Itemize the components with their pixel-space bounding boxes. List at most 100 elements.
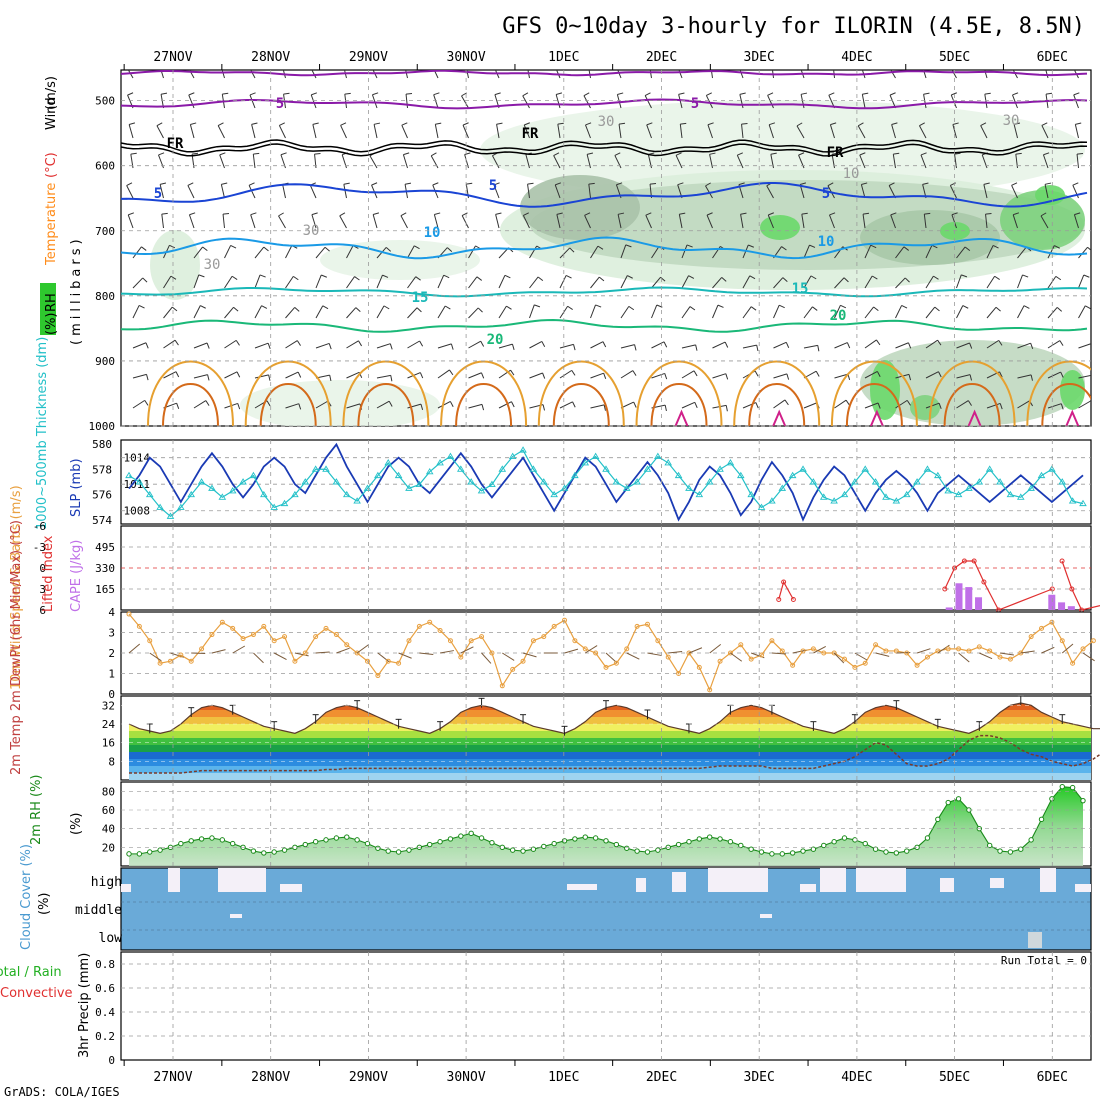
contour-darkorange-arch [259, 383, 317, 426]
cape-bar [965, 587, 973, 610]
rh-marker [447, 836, 454, 842]
wind-barb-flag [141, 246, 147, 251]
wind-barb [986, 306, 997, 319]
thickness-marker [643, 465, 652, 472]
pressure-tick-label: 500 [95, 95, 115, 108]
thickness-marker [871, 478, 880, 485]
wind-barb [1047, 403, 1062, 409]
wind-barb-10m [999, 652, 1014, 656]
cape-tick-label: 165 [95, 583, 115, 596]
thickness-marker [415, 480, 424, 487]
wind-barb [864, 245, 872, 259]
lifted-index-tick-label: 0 [39, 562, 46, 575]
wind-speed-marker [624, 646, 630, 652]
wind-barb-flag [527, 182, 534, 185]
thickness-marker [239, 478, 247, 485]
contour-orange-arch [635, 360, 723, 426]
wind-barb [803, 344, 818, 349]
wind-barb [956, 305, 964, 319]
wind-speed-marker [821, 650, 827, 656]
wind-barb [895, 342, 909, 349]
ylabel-rh-unit: (%) [44, 313, 59, 336]
temp-band [129, 752, 1091, 759]
thickness-marker [187, 490, 196, 498]
ylabel-thickness: 1000~500mb Thickness (dm) [35, 337, 50, 530]
wind-barb-flag [324, 246, 330, 252]
wind-barb-flag [481, 404, 485, 411]
wind-speed-marker [665, 654, 671, 660]
contour-blue [121, 182, 1088, 208]
wind-barb [925, 245, 933, 259]
wind-speed-marker [199, 646, 205, 652]
contour-darkorange-arch [1041, 383, 1091, 426]
lifted-index-marker [781, 579, 787, 585]
wind-barb [252, 154, 256, 169]
thickness-marker [156, 503, 164, 510]
thickness-line [128, 449, 1084, 518]
wind-barb [1047, 340, 1061, 349]
wind-barb [407, 307, 418, 319]
wind-barb-flag [511, 344, 515, 351]
wind-barb-flag [129, 122, 136, 126]
contour-label: 30 [204, 257, 221, 273]
wind-barb-flag [1012, 92, 1019, 96]
wind-barb-flag [901, 304, 908, 309]
contour-orange-arch [830, 360, 918, 426]
rh-marker [613, 841, 620, 848]
thickness-marker [965, 484, 973, 491]
thickness-marker [788, 471, 797, 479]
slp-line [128, 442, 1084, 522]
wind-barb-flag [739, 92, 746, 95]
wind-barb [773, 277, 784, 289]
rh-marker [686, 839, 692, 845]
rh-marker [209, 835, 215, 841]
wind-barb [803, 244, 810, 259]
cape-bar [1048, 594, 1056, 610]
wind-barb-flag [951, 212, 958, 216]
rh-marker [831, 839, 837, 845]
ylabel-rh-2m: 2m RH (%) [29, 774, 44, 845]
wind-barb [651, 341, 665, 349]
wind-barb [712, 373, 726, 379]
wind-barb-flag [810, 275, 817, 280]
wind-barb-flag [404, 63, 410, 64]
wind-barb-10m [584, 645, 598, 654]
wind-barb [862, 214, 866, 229]
wind-barb [468, 372, 482, 379]
wind-speed-marker [427, 619, 433, 625]
wind-barb [159, 184, 164, 199]
wind-barb-flag [663, 341, 668, 348]
rh-marker [188, 838, 194, 844]
wind-barb [861, 94, 866, 109]
wind-barb [254, 374, 269, 379]
wind-barb [493, 184, 500, 199]
wind-speed-marker [655, 638, 661, 644]
thickness-marker [819, 493, 828, 500]
wind-barb-flag [583, 92, 590, 97]
wind-barb [861, 70, 866, 79]
wind-barb-10m [1082, 652, 1095, 662]
wind-speed-marker [800, 648, 806, 654]
wind-barb [163, 339, 176, 349]
wind-barb [800, 70, 805, 79]
wind-barb-flag [206, 342, 210, 349]
wind-barb-flag [952, 122, 959, 125]
wind-barb-flag [283, 92, 290, 95]
wind-barb-flag [339, 212, 346, 217]
wind-barb-flag [144, 400, 149, 406]
wind-barb-flag [449, 369, 454, 376]
wind-barb [251, 124, 256, 139]
thickness-marker [467, 478, 475, 485]
rh-marker [178, 840, 184, 847]
thickness-marker [851, 478, 859, 485]
wind-barb [1012, 94, 1018, 109]
wind-barb-flag [931, 244, 938, 249]
rh-2m-series [126, 783, 1086, 866]
wind-barb [923, 214, 927, 229]
thickness-tick-label: 580 [92, 438, 112, 451]
rh-marker [821, 842, 827, 849]
wind-barb-flag [862, 92, 869, 95]
thickness-marker [1058, 478, 1067, 485]
wind-barb-flag [741, 122, 748, 125]
wind-barb [1078, 305, 1086, 319]
